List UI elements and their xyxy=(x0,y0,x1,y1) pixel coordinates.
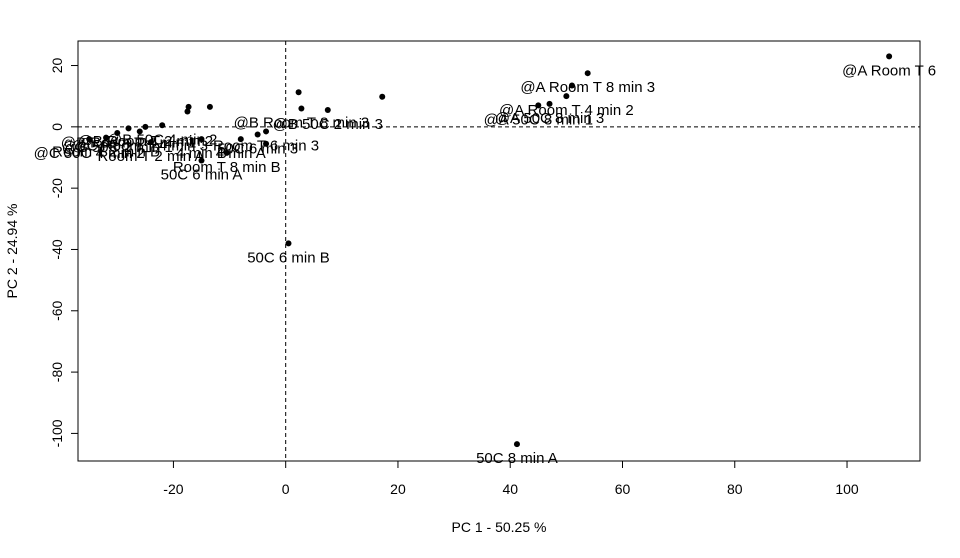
data-point-label: @B Room T 4 min 1 xyxy=(61,134,197,151)
data-point xyxy=(886,53,893,60)
data-point xyxy=(379,93,386,100)
data-point xyxy=(295,89,302,96)
data-point xyxy=(285,240,292,247)
data-point xyxy=(147,139,154,146)
data-point-labels: @A Room T 6 @A Room T 8 min 3 @A Room T 4 … xyxy=(34,62,936,467)
data-point-label: @C 50C 2 min 1 xyxy=(62,139,173,156)
data-point xyxy=(263,140,270,147)
data-point-label: 50C 6 min A xyxy=(161,167,243,184)
plot-frame xyxy=(77,40,921,462)
data-point-label: @B 50C 2 min 3 xyxy=(273,116,383,133)
data-point xyxy=(298,105,305,112)
data-point-label: 50C 6 min B xyxy=(247,249,330,266)
data-point-label: @B Room T 8 min 3 xyxy=(234,114,370,131)
data-point-label: @A Room T 6 xyxy=(842,62,936,79)
x-tick-label: 60 xyxy=(615,481,631,497)
x-tick-label: 80 xyxy=(727,481,743,497)
data-point-label: Room T 8 min B xyxy=(173,159,281,176)
data-point xyxy=(237,136,244,143)
data-point xyxy=(563,93,570,100)
data-point xyxy=(254,131,261,138)
data-point-label: 50C 6 min 3 xyxy=(217,141,298,158)
data-point xyxy=(184,108,191,115)
data-point-label: @A Room T 4 min 2 xyxy=(499,102,634,119)
data-point xyxy=(206,103,213,110)
data-point-label: Room T 2 min A xyxy=(97,148,204,165)
data-point-label: 4 min B xyxy=(176,145,227,162)
data-point-label: @A 50C 8 min 1 xyxy=(484,111,593,128)
y-axis: 20 0 -20 -40 -60 -80 -100 xyxy=(49,58,78,447)
data-point-label: 4 min A xyxy=(216,145,266,162)
data-point xyxy=(103,134,110,141)
data-point-label: Room T 6 min 3 xyxy=(213,137,319,154)
data-point xyxy=(185,103,192,110)
data-point xyxy=(223,149,230,156)
y-tick-label: 0 xyxy=(49,123,65,131)
data-point xyxy=(125,125,132,132)
y-tick-label: -20 xyxy=(49,178,65,198)
data-point-label: Room T 2 min B xyxy=(52,144,160,161)
x-tick-label: 100 xyxy=(835,481,859,497)
data-point xyxy=(546,100,553,107)
x-tick-label: 0 xyxy=(282,481,290,497)
data-point xyxy=(198,136,205,143)
data-point-label: @C 50C 4 min 2 xyxy=(34,145,145,162)
data-point-label: @B 50C 4 min 2 xyxy=(107,131,217,148)
reference-lines xyxy=(78,41,920,461)
data-point xyxy=(86,136,93,143)
y-axis-title: PC 2 - 24.94 % xyxy=(4,204,20,299)
data-point-label: @A Room T 8 min 3 xyxy=(520,79,655,96)
y-tick-label: -40 xyxy=(49,239,65,259)
data-point xyxy=(584,70,591,77)
y-tick-label: -100 xyxy=(49,419,65,447)
x-tick-label: 40 xyxy=(502,481,518,497)
data-point xyxy=(142,123,149,130)
x-tick-label: 20 xyxy=(390,481,406,497)
y-tick-label: -60 xyxy=(49,300,65,320)
data-point xyxy=(159,122,166,129)
y-tick-label: 20 xyxy=(49,58,65,74)
data-point xyxy=(568,82,575,89)
data-point xyxy=(513,441,520,448)
y-tick-label: -80 xyxy=(49,362,65,382)
data-point-label: @A 50C 8 min 3 xyxy=(495,110,604,127)
data-points xyxy=(86,53,893,448)
data-point-label: @C Room T 4 min 3 xyxy=(72,137,208,154)
data-point xyxy=(263,128,270,135)
data-point xyxy=(198,157,205,164)
data-point xyxy=(324,106,331,113)
data-point xyxy=(114,129,121,136)
data-point-label: @B Room T 2 min 2 xyxy=(78,133,214,150)
x-tick-label: -20 xyxy=(163,481,183,497)
x-axis-title: PC 1 - 50.25 % xyxy=(452,519,547,535)
data-point xyxy=(535,102,542,109)
x-axis: -20 0 20 40 60 80 100 xyxy=(163,461,859,497)
data-point-label: 50C 8 min A xyxy=(476,450,558,467)
data-point xyxy=(136,128,143,135)
